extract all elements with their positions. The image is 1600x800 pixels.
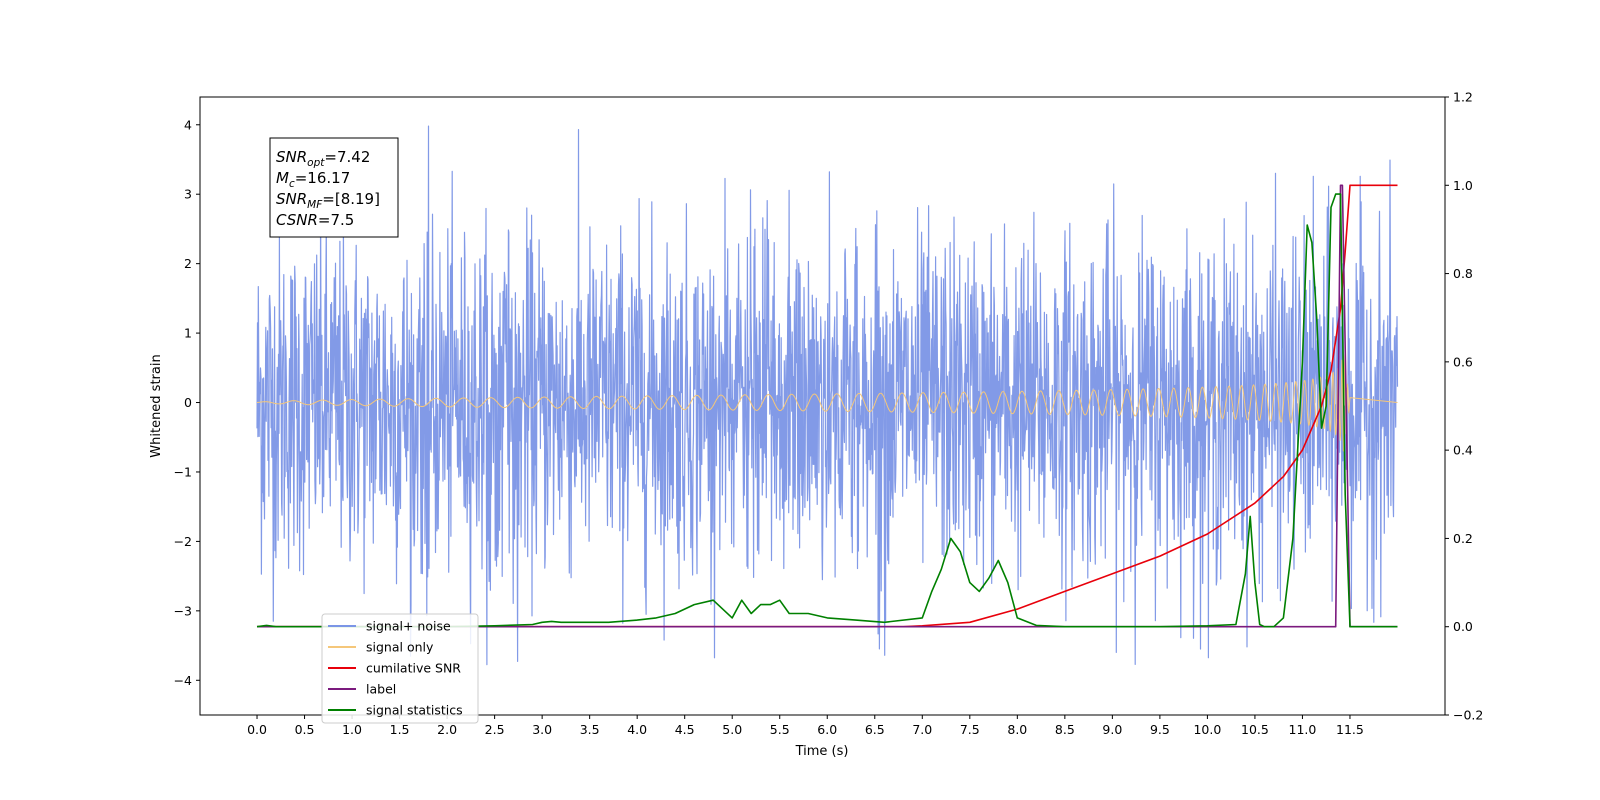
x-tick-label-12: 6.0 [817, 722, 837, 737]
x-tick-label-18: 9.0 [1102, 722, 1122, 737]
x-axis-ticks: 0.0 0.5 1.0 1.5 2.0 2.5 3.0 3.5 4.0 4.5 5.0 5.5 6.0 6… [247, 715, 1364, 737]
x-tick-label-0: 0.0 [247, 722, 267, 737]
x-tick-label-7: 3.5 [580, 722, 600, 737]
x-tick-label-20: 10.0 [1193, 722, 1221, 737]
y-tick-label-4: 0 [184, 395, 192, 410]
y-axis-label: Whitened strain [149, 354, 164, 457]
plot-series [256, 125, 1399, 666]
y2-tick-label-2: 0.8 [1453, 266, 1473, 281]
y-tick-label-0: 4 [184, 117, 192, 132]
y2-tick-label-6: 0.0 [1453, 619, 1473, 634]
y2-tick-label-0: 1.2 [1453, 90, 1473, 105]
x-tick-label-17: 8.5 [1055, 722, 1075, 737]
y-tick-label-1: 3 [184, 187, 192, 202]
legend-label-2: cumilative SNR [366, 661, 461, 676]
y-tick-label-5: −1 [174, 464, 192, 479]
x-tick-label-9: 4.5 [675, 722, 695, 737]
x-tick-label-4: 2.0 [437, 722, 457, 737]
y2-tick-label-1: 1.0 [1453, 178, 1473, 193]
legend-label-4: signal statistics [366, 703, 463, 718]
y2-tick-label-7: −0.2 [1453, 708, 1483, 723]
x-tick-label-3: 1.5 [390, 722, 410, 737]
annotation-line-3: CSNR=7.5 [276, 211, 354, 229]
x-tick-label-23: 11.5 [1336, 722, 1364, 737]
y-tick-label-6: −2 [174, 534, 192, 549]
x-tick-label-16: 8.0 [1007, 722, 1027, 737]
x-tick-label-19: 9.5 [1150, 722, 1170, 737]
x-axis-label: Time (s) [795, 744, 849, 759]
y2-tick-label-5: 0.2 [1453, 531, 1473, 546]
y-axis-ticks: 4 3 2 1 0 −1 −2 −3 −4 [174, 117, 200, 688]
x-tick-label-11: 5.5 [770, 722, 790, 737]
y2-tick-label-4: 0.4 [1453, 443, 1473, 458]
annotation-line-0: SNRopt=7.42 [276, 148, 370, 169]
plot-frame [199, 96, 1446, 716]
x-tick-label-6: 3.0 [532, 722, 552, 737]
x-tick-label-1: 0.5 [295, 722, 315, 737]
series-line-2 [257, 184, 1398, 628]
x-tick-label-13: 6.5 [865, 722, 885, 737]
legend-label-3: label [366, 682, 396, 697]
x-tick-label-21: 10.5 [1241, 722, 1269, 737]
y-tick-label-2: 2 [184, 256, 192, 271]
y2-tick-label-3: 0.6 [1453, 354, 1473, 369]
x-tick-label-2: 1.0 [342, 722, 362, 737]
annotation-line-2: SNRMF=[8.19] [276, 190, 380, 211]
x-tick-label-14: 7.0 [912, 722, 932, 737]
y2-axis-ticks: 1.2 1.0 0.8 0.6 0.4 0.2 0.0 −0.2 [1445, 90, 1483, 723]
series-line-1 [256, 353, 1398, 452]
legend-label-0: signal+ noise [366, 619, 451, 634]
x-tick-label-15: 7.5 [960, 722, 980, 737]
y-tick-label-3: 1 [184, 326, 192, 341]
y-tick-label-8: −4 [174, 673, 192, 688]
annotation-line-1: Mc=16.17 [276, 169, 350, 190]
series-line-0 [256, 125, 1399, 666]
legend: signal+ noise signal only cumilative SNR la… [321, 613, 479, 724]
x-tick-label-5: 2.5 [485, 722, 505, 737]
legend-frame [321, 613, 479, 724]
annotation-frame [269, 137, 399, 238]
series-line-4 [256, 193, 1398, 628]
legend-label-1: signal only [366, 640, 434, 655]
x-tick-label-22: 11.0 [1289, 722, 1317, 737]
y-tick-label-7: −3 [174, 603, 192, 618]
x-tick-label-10: 5.0 [722, 722, 742, 737]
x-tick-label-8: 4.0 [627, 722, 647, 737]
